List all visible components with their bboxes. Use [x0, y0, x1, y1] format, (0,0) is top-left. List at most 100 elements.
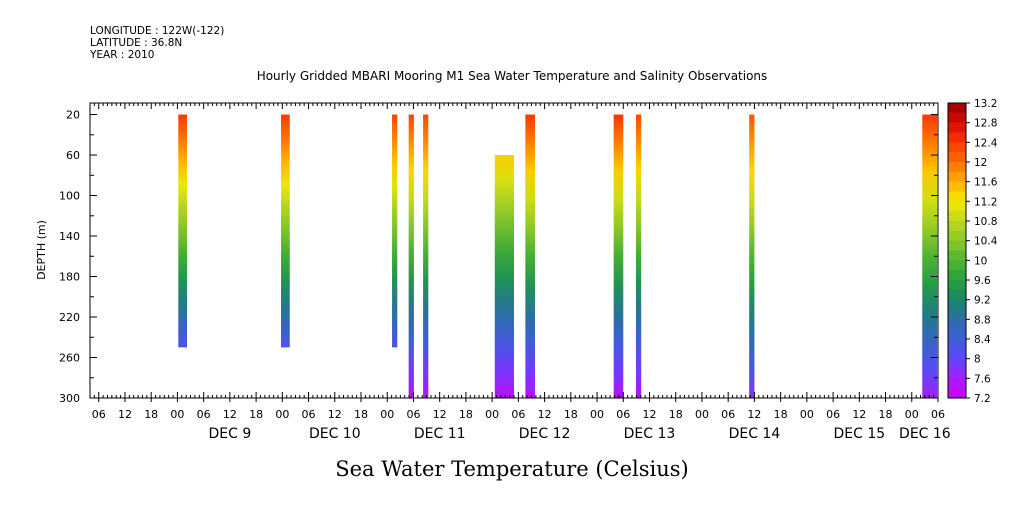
- data-column: [494, 155, 514, 398]
- x-tick-label: 00: [485, 408, 499, 421]
- chart-title: Hourly Gridded MBARI Mooring M1 Sea Wate…: [257, 69, 768, 83]
- colorbar-swatch: [948, 348, 966, 360]
- x-tick-label: 12: [223, 408, 237, 421]
- colorbar-swatch: [948, 378, 966, 389]
- colorbar-swatch: [948, 358, 966, 369]
- x-day-label: DEC 16: [899, 426, 951, 442]
- longitude-label: LONGITUDE : 122W(-122): [90, 25, 224, 37]
- colorbar-swatch: [948, 152, 966, 163]
- y-tick-label: 300: [59, 392, 80, 405]
- colorbar-swatch: [948, 388, 966, 399]
- x-tick-label: 18: [144, 408, 158, 421]
- colorbar-label: 8: [974, 354, 981, 366]
- x-day-label: DEC 14: [729, 426, 781, 442]
- colorbar-label: 12.4: [974, 137, 998, 149]
- colorbar-swatch: [948, 329, 966, 340]
- x-tick-label: 06: [616, 408, 630, 421]
- y-tick-label: 60: [66, 149, 80, 162]
- colorbar-swatch: [948, 122, 966, 133]
- colorbar-swatch: [948, 270, 966, 281]
- x-tick-label: 18: [879, 408, 893, 421]
- x-tick-label: 00: [800, 408, 814, 421]
- colorbar-label: 7.6: [974, 373, 991, 385]
- x-tick-label: 06: [826, 408, 840, 421]
- colorbar-swatch: [948, 289, 966, 301]
- x-day-label: DEC 13: [624, 426, 676, 442]
- colorbar-swatch: [948, 309, 966, 320]
- x-tick-label: 00: [695, 408, 709, 421]
- data-column: [635, 114, 642, 399]
- colorbar-swatch: [948, 191, 966, 202]
- colorbar-swatch: [948, 162, 966, 173]
- x-tick-label: 06: [721, 408, 735, 421]
- colorbar-label: 8.4: [974, 334, 991, 346]
- data-column: [613, 114, 624, 399]
- x-tick-label: 18: [249, 408, 263, 421]
- colorbar-swatch: [948, 319, 966, 330]
- colorbar-swatch: [948, 103, 966, 114]
- colorbar-label: 10.8: [974, 216, 997, 228]
- year-label: YEAR : 2010: [89, 49, 154, 61]
- data-columns: [178, 114, 938, 399]
- y-tick-label: 220: [59, 311, 80, 324]
- x-tick-label: 06: [511, 408, 525, 421]
- x-tick-label: 00: [590, 408, 604, 421]
- x-tick-label: 00: [380, 408, 394, 421]
- y-axis-title: DEPTH (m): [35, 220, 48, 280]
- x-tick-label: 12: [328, 408, 342, 421]
- colorbar-label: 10: [974, 255, 987, 267]
- x-tick-label: 06: [931, 408, 945, 421]
- x-tick-label: 12: [538, 408, 552, 421]
- x-tick-label: 18: [669, 408, 683, 421]
- data-column: [178, 114, 188, 348]
- y-tick-label: 140: [59, 230, 80, 243]
- colorbar-swatch: [948, 299, 966, 310]
- x-day-label: DEC 10: [309, 426, 361, 442]
- y-tick-label: 100: [59, 190, 80, 203]
- x-tick-label: 18: [564, 408, 578, 421]
- colorbar-label: 11.6: [974, 177, 998, 189]
- data-column: [922, 114, 938, 399]
- colorbar-swatch: [948, 339, 966, 350]
- colorbar-swatch: [948, 250, 966, 261]
- x-day-label: DEC 11: [414, 426, 466, 442]
- colorbar-label: 11.2: [974, 196, 997, 208]
- x-tick-label: 06: [197, 408, 211, 421]
- colorbar-label: 12.8: [974, 118, 997, 130]
- data-column: [423, 114, 429, 399]
- plot-axes: 06 12 18 00 06 12 18 00 06 12 18 00 06 12 18 00 06 12 18 00…: [59, 102, 951, 442]
- data-column: [749, 114, 755, 399]
- colorbar-label: 10.4: [974, 236, 998, 248]
- x-tick-label: 06: [406, 408, 420, 421]
- colorbar-label: 7.2: [974, 393, 991, 405]
- colorbar-label: 9.6: [974, 275, 991, 287]
- data-column: [392, 114, 398, 348]
- colorbar-swatch: [948, 368, 966, 379]
- y-tick-label: 180: [59, 271, 80, 284]
- x-tick-label: 06: [92, 408, 106, 421]
- x-tick-label: 00: [170, 408, 184, 421]
- colorbar-swatch: [948, 260, 966, 271]
- colorbar-label: 8.8: [974, 314, 991, 326]
- x-tick-label: 18: [354, 408, 368, 421]
- x-axis-title: Sea Water Temperature (Celsius): [335, 457, 689, 481]
- x-tick-label: 18: [774, 408, 788, 421]
- data-column: [525, 114, 535, 399]
- colorbar-frame: [947, 102, 967, 399]
- colorbar-label: 9.2: [974, 295, 991, 307]
- colorbar-label: 13.2: [974, 98, 997, 110]
- colorbar-label: 12: [974, 157, 987, 169]
- x-tick-label: 18: [459, 408, 473, 421]
- colorbar-swatch: [948, 221, 966, 232]
- x-day-label: DEC 15: [833, 426, 885, 442]
- x-tick-label: 12: [747, 408, 761, 421]
- colorbar-swatch: [948, 181, 966, 192]
- x-tick-label: 12: [433, 408, 447, 421]
- x-tick-label: 12: [852, 408, 866, 421]
- x-tick-label: 06: [302, 408, 316, 421]
- x-day-label: DEC 9: [208, 426, 251, 442]
- y-tick-label: 260: [59, 352, 80, 365]
- colorbar: 13.2 12.8 12.4 12 11.6 11.2 10.8 10.4 10 9.6 9.2 8.…: [947, 98, 998, 405]
